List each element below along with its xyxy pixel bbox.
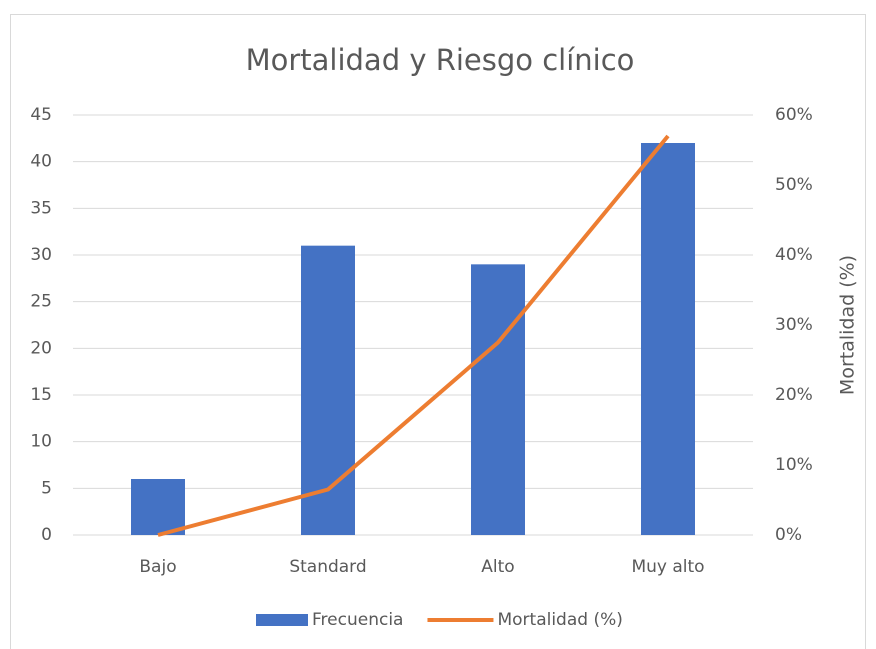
y-tick-label: 45: [30, 105, 52, 125]
bar: [471, 264, 525, 535]
y-tick-label: 15: [30, 385, 52, 405]
y2-tick-label: 50%: [775, 175, 813, 195]
chart-border: [10, 14, 866, 649]
y2-tick-label: 60%: [775, 105, 813, 125]
y-tick-label: 30: [30, 245, 52, 265]
legend-swatch: [256, 614, 308, 626]
y-tick-label: 25: [30, 292, 52, 312]
y-tick-label: 0: [41, 525, 52, 545]
y-tick-label: 35: [30, 198, 52, 218]
bar: [301, 245, 355, 535]
x-tick-label: Muy alto: [631, 557, 704, 577]
bar: [131, 479, 185, 535]
legend-label: Frecuencia: [312, 610, 403, 630]
x-tick-label: Alto: [481, 557, 514, 577]
bar: [641, 143, 695, 535]
legend-label: Mortalidad (%): [497, 610, 622, 630]
y2-tick-label: 10%: [775, 455, 813, 475]
y2-tick-label: 30%: [775, 315, 813, 335]
y-tick-label: 40: [30, 152, 52, 172]
chart-title: Mortalidad y Riesgo clínico: [246, 43, 635, 77]
y2-tick-label: 20%: [775, 385, 813, 405]
line: [157, 134, 670, 537]
y2-axis-title: Mortalidad (%): [837, 255, 859, 395]
x-tick-label: Bajo: [139, 557, 176, 577]
y2-tick-label: 40%: [775, 245, 813, 265]
y-tick-label: 5: [41, 478, 52, 498]
y-tick-label: 20: [30, 338, 52, 358]
x-tick-label: Standard: [289, 557, 366, 577]
y-tick-label: 10: [30, 432, 52, 452]
y2-tick-label: 0%: [775, 525, 802, 545]
